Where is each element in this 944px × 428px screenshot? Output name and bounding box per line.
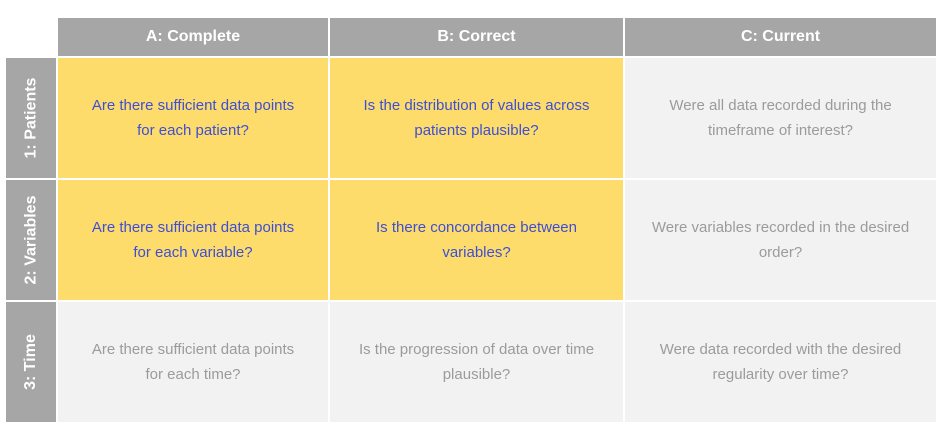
matrix-cell-time-current: Were data recorded with the desired regu…: [625, 302, 936, 422]
row-header-variables: 2: Variables: [6, 180, 56, 300]
row-header-label: 3: Time: [22, 334, 40, 390]
column-header-complete: A: Complete: [58, 18, 328, 56]
data-quality-matrix: A: Complete B: Correct C: Current 1: Pat…: [6, 18, 936, 422]
matrix-cell-variables-complete: Are there sufficient data points for eac…: [58, 180, 328, 300]
matrix-cell-patients-correct: Is the distribution of values across pat…: [330, 58, 623, 178]
matrix-cell-time-complete: Are there sufficient data points for eac…: [58, 302, 328, 422]
row-header-label: 2: Variables: [22, 195, 40, 285]
matrix-cell-patients-complete: Are there sufficient data points for eac…: [58, 58, 328, 178]
matrix-cell-variables-current: Were variables recorded in the desired o…: [625, 180, 936, 300]
row-header-time: 3: Time: [6, 302, 56, 422]
row-header-label: 1: Patients: [22, 77, 40, 159]
matrix-cell-variables-correct: Is there concordance between variables?: [330, 180, 623, 300]
matrix-cell-patients-current: Were all data recorded during the timefr…: [625, 58, 936, 178]
matrix-corner: [6, 18, 56, 56]
column-header-current: C: Current: [625, 18, 936, 56]
column-header-correct: B: Correct: [330, 18, 623, 56]
row-header-patients: 1: Patients: [6, 58, 56, 178]
matrix-cell-time-correct: Is the progression of data over time pla…: [330, 302, 623, 422]
